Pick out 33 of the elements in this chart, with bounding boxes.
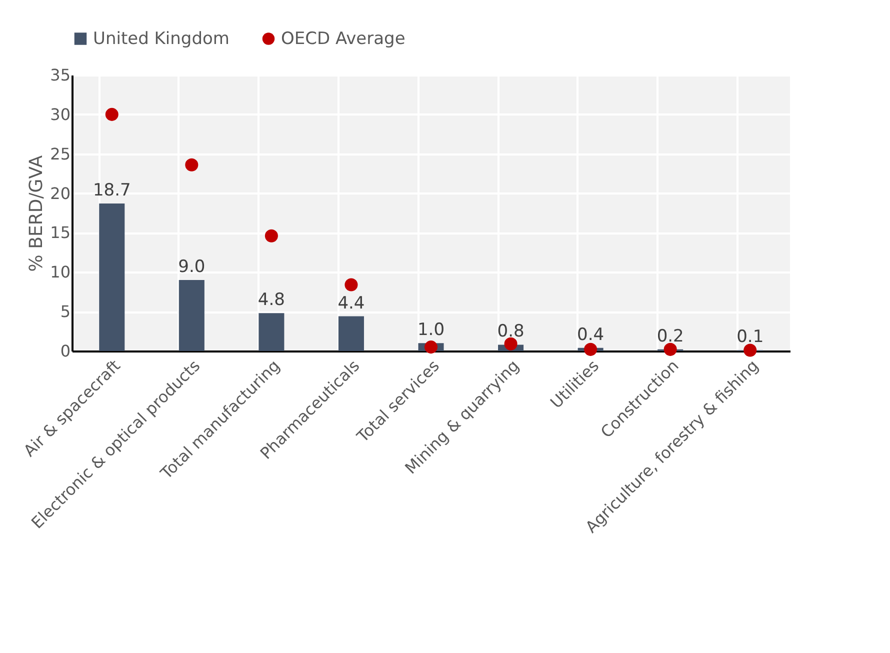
point — [584, 342, 598, 356]
data-label: 18.7 — [92, 180, 131, 201]
y-tick-label: 20 — [50, 184, 70, 203]
data-label: 4.8 — [258, 290, 285, 310]
bar — [178, 280, 204, 351]
point — [264, 229, 278, 242]
y-axis-title: % BERD/GVA — [26, 154, 48, 272]
y-tick-label: 5 — [60, 302, 70, 322]
data-label: 1.0 — [417, 320, 445, 340]
data-label: 4.4 — [338, 293, 365, 314]
data-label: 0.1 — [736, 327, 764, 348]
bar — [258, 313, 284, 351]
point — [664, 342, 677, 356]
y-tick-label: 35 — [50, 66, 70, 84]
y-tick-label: 15 — [50, 223, 70, 242]
y-tick-label: 30 — [50, 104, 70, 124]
y-tick-label: 25 — [50, 144, 70, 164]
data-label: 0.4 — [577, 324, 604, 345]
point — [185, 158, 198, 172]
data-label: 9.0 — [178, 257, 206, 278]
data-label: 0.8 — [497, 322, 524, 342]
point — [424, 340, 438, 354]
data-label: 0.2 — [656, 326, 684, 346]
bar — [99, 204, 125, 351]
bar — [338, 316, 364, 351]
y-tick-label: 0 — [60, 342, 70, 360]
point — [344, 278, 358, 292]
legend-label: OECD Average — [281, 28, 406, 49]
point — [504, 337, 518, 350]
point — [105, 108, 118, 121]
y-tick-label: 10 — [50, 262, 70, 282]
legend-label: United Kingdom — [93, 28, 230, 49]
point — [744, 344, 757, 357]
